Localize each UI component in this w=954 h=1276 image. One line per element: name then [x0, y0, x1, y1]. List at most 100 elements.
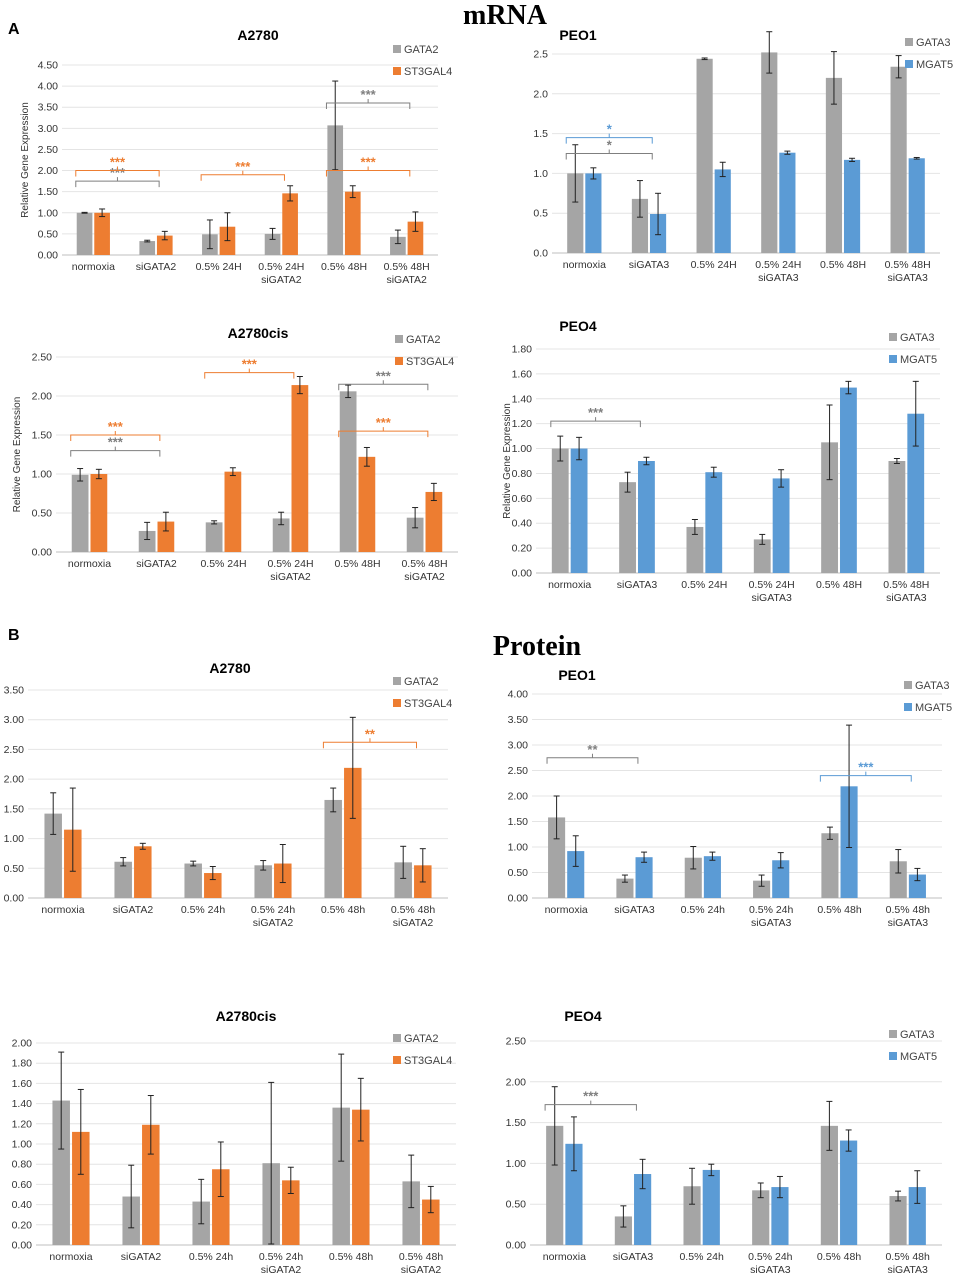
bar-gata3 — [567, 173, 584, 253]
y-tick-label: 0.80 — [512, 468, 533, 480]
significance-label: *** — [588, 405, 604, 420]
legend-swatch-gata2 — [395, 335, 403, 343]
x-tick-label: 0.5% 24H — [691, 259, 737, 271]
significance-bracket — [70, 431, 161, 441]
x-tick-label: 0.5% 48H — [401, 558, 447, 570]
x-tick-label: 0.5% 24h — [189, 1251, 234, 1263]
y-tick-label: 1.80 — [512, 344, 533, 356]
x-tick-label: 0.5% 48H — [384, 261, 430, 273]
bar-mgat5 — [843, 159, 861, 253]
y-tick-label: 0.0 — [533, 248, 548, 260]
y-axis-label: Relative Gene Expression — [20, 102, 31, 218]
x-tick-label: siGATA3 — [751, 592, 792, 604]
significance-label: *** — [583, 1089, 599, 1104]
y-tick-label: 0.40 — [512, 518, 533, 530]
legend-label: GATA2 — [404, 1033, 438, 1045]
bar-mgat5 — [714, 169, 731, 253]
y-tick-label: 1.00 — [512, 443, 533, 455]
bar-st3gal4 — [212, 1169, 230, 1245]
bar-gata3 — [696, 58, 713, 253]
significance-bracket — [325, 166, 411, 177]
significance-bracket — [819, 771, 912, 782]
significance-bracket — [546, 753, 639, 764]
y-tick-label: 2.00 — [506, 1076, 527, 1088]
bar-mgat5 — [638, 461, 655, 573]
bar-gata3 — [614, 1216, 632, 1245]
bar-mgat5 — [703, 856, 721, 898]
bar-st3gal4 — [291, 385, 309, 552]
bar-gata3 — [683, 1186, 701, 1245]
bar-gata2 — [114, 861, 132, 898]
bar-st3gal4 — [204, 873, 222, 898]
legend-swatch-st3gal4 — [393, 1056, 401, 1064]
y-tick-label: 1.5 — [533, 128, 548, 140]
bar-gata3 — [890, 66, 907, 254]
bar-mgat5 — [772, 478, 790, 573]
legend-label: ST3GAL4 — [406, 356, 454, 368]
bar-gata3 — [820, 1125, 838, 1245]
significance-label: *** — [361, 155, 377, 170]
y-tick-label: 0.40 — [12, 1199, 33, 1211]
legend-swatch-gata2 — [393, 45, 401, 53]
y-tick-label: 1.00 — [506, 1158, 527, 1170]
x-tick-label: 0.5% 48H — [883, 579, 929, 591]
chart-title: A2780 — [237, 27, 278, 43]
y-tick-label: 2.00 — [38, 165, 59, 177]
y-tick-label: 1.00 — [38, 207, 59, 219]
bar-st3gal4 — [156, 235, 173, 255]
legend-swatch-gata2 — [393, 677, 401, 685]
x-tick-label: siGATA3 — [758, 272, 799, 284]
bar-gata3 — [684, 857, 702, 898]
legend-label: GATA2 — [404, 676, 438, 688]
y-tick-label: 1.00 — [508, 842, 529, 854]
bar-st3gal4 — [94, 212, 110, 255]
y-tick-label: 1.50 — [32, 430, 53, 442]
y-tick-label: 0.00 — [508, 893, 529, 905]
y-tick-label: 1.40 — [512, 393, 533, 405]
chart-mrna-a2780: A2780 0.00 0.50 1.00 1.50 2.00 2.50 3.00 3.50 4.0… — [20, 27, 452, 286]
chart-title: PEO1 — [559, 27, 597, 43]
y-tick-label: 0.20 — [512, 543, 533, 555]
y-tick-label: 1.80 — [12, 1058, 33, 1070]
chart-title: PEO4 — [559, 318, 597, 334]
y-tick-label: 1.0 — [533, 168, 548, 180]
y-tick-label: 0.00 — [38, 250, 59, 262]
x-tick-label: normoxia — [49, 1251, 92, 1263]
x-tick-label: 0.5% 48h — [329, 1251, 374, 1263]
legend-swatch-mgat5 — [905, 60, 913, 68]
chart-protein-peo4: PEO4 0.00 0.50 1.00 1.50 2.00 2.50 normoxia siGA… — [506, 1008, 942, 1276]
y-tick-label: 0.50 — [508, 867, 529, 879]
x-tick-label: siGATA3 — [617, 579, 658, 591]
y-tick-label: 0.50 — [4, 863, 25, 875]
y-tick-label: 3.50 — [38, 102, 59, 114]
bar-gata3 — [821, 833, 839, 898]
bar-gata3 — [753, 539, 771, 573]
bar-gata2 — [272, 518, 290, 552]
x-tick-label: 0.5% 24H — [749, 579, 795, 591]
significance-label: *** — [376, 415, 392, 430]
chart-protein-peo1: PEO1 0.00 0.50 1.00 1.50 2.00 2.50 3.00 3.50 4.00… — [508, 667, 953, 929]
bar-mgat5 — [705, 472, 723, 573]
legend-label: MGAT5 — [900, 354, 937, 366]
significance-bracket — [75, 166, 160, 177]
x-tick-label: 0.5% 48H — [816, 579, 862, 591]
x-tick-label: siGATA3 — [629, 259, 670, 271]
legend-swatch-mgat5 — [904, 703, 912, 711]
legend-label: GATA3 — [916, 37, 950, 49]
bar-st3gal4 — [142, 1124, 160, 1245]
chart-title: A2780 — [209, 660, 250, 676]
bar-mgat5 — [565, 1143, 583, 1245]
legend-swatch-gata2 — [393, 1034, 401, 1042]
y-tick-label: 2.5 — [533, 49, 548, 61]
y-tick-label: 0.50 — [32, 508, 53, 520]
legend-swatch-mgat5 — [889, 1052, 897, 1060]
bar-st3gal4 — [344, 191, 361, 255]
legend-swatch-st3gal4 — [395, 357, 403, 365]
y-tick-label: 0.00 — [512, 568, 533, 580]
bar-gata3 — [889, 861, 907, 898]
y-tick-label: 2.00 — [508, 791, 529, 803]
legend-swatch-gata3 — [889, 333, 897, 341]
bar-gata2 — [205, 522, 223, 552]
x-tick-label: siGATA3 — [750, 1264, 791, 1276]
x-tick-label: 0.5% 48h — [817, 1251, 862, 1263]
